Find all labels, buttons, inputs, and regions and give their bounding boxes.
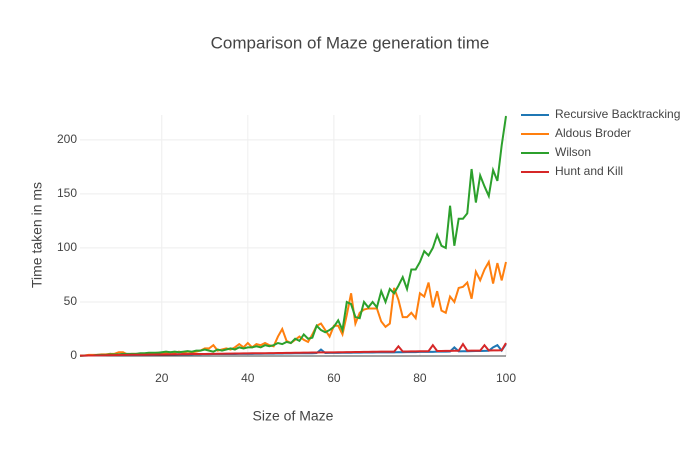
- x-tick-label: 80: [413, 371, 427, 385]
- y-tick-label: 150: [57, 186, 77, 200]
- y-tick-label: 200: [57, 132, 77, 146]
- series-line: [79, 115, 507, 357]
- y-tick-label: 100: [57, 240, 77, 254]
- legend-label: Hunt and Kill: [555, 164, 623, 178]
- x-tick-label: 40: [241, 371, 255, 385]
- y-tick-label: 50: [64, 294, 78, 308]
- y-axis-label: Time taken in ms: [29, 182, 45, 288]
- legend-label: Aldous Broder: [555, 126, 631, 140]
- series-line: [79, 342, 507, 357]
- x-axis-label: Size of Maze: [253, 408, 334, 424]
- x-tick-label: 60: [327, 371, 341, 385]
- chart-title: Comparison of Maze generation time: [211, 33, 490, 52]
- x-tick-label: 100: [496, 371, 516, 385]
- legend-label: Wilson: [555, 145, 591, 159]
- x-tick-label: 20: [155, 371, 169, 385]
- y-tick-label: 0: [70, 348, 77, 362]
- legend-label: Recursive Backtracking: [555, 107, 680, 121]
